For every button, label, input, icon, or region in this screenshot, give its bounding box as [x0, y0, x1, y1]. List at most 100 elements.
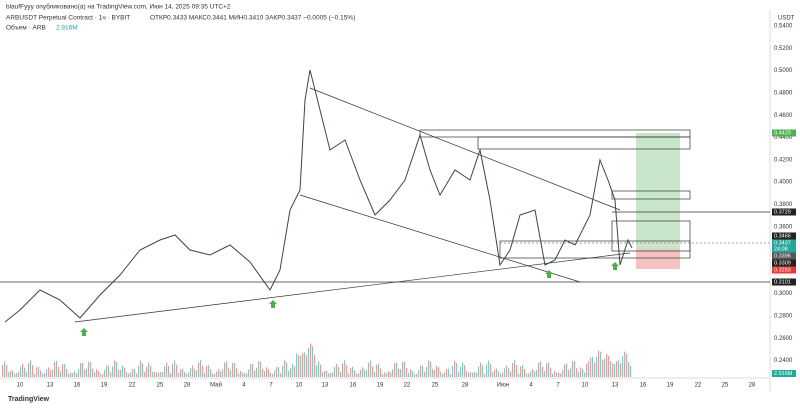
volume-bar — [68, 373, 70, 377]
volume-bar — [380, 368, 382, 377]
volume-bar — [512, 362, 514, 377]
volume-bar — [144, 372, 146, 377]
volume-bar — [554, 370, 556, 377]
volume-bar — [208, 365, 210, 377]
volume-bar — [614, 363, 616, 377]
volume-bar — [424, 371, 426, 377]
volume-bar — [128, 373, 130, 377]
symbol: ARBUSDT Perpetual Contract · 1ч · BYBIT — [6, 15, 130, 22]
date-label: 22 — [695, 383, 702, 389]
date-label: 7 — [556, 383, 560, 389]
price-tag-bg — [772, 232, 796, 240]
price-tag: 24:08 — [774, 246, 788, 252]
date-label: 19 — [667, 383, 674, 389]
volume-bar — [344, 360, 346, 377]
price-label: 0.5000 — [774, 68, 793, 74]
volume-bar — [606, 354, 608, 377]
volume-bar — [310, 343, 312, 377]
volume-bar — [236, 368, 238, 377]
volume-bar — [152, 371, 154, 377]
date-label: 4 — [529, 383, 533, 389]
volume-bar — [382, 373, 384, 377]
volume-bar — [228, 367, 230, 377]
price-tag: 0.3283 — [774, 267, 791, 273]
volume-bar — [516, 365, 518, 377]
price-tag: 0.3729 — [774, 209, 791, 215]
volume-bar — [604, 358, 606, 377]
volume-bar — [506, 365, 508, 377]
volume-bar — [164, 365, 166, 377]
volume-bar — [176, 364, 178, 377]
drawings — [0, 87, 770, 323]
volume-bar — [436, 365, 438, 377]
volume-bar — [558, 372, 560, 377]
volume-bar — [406, 368, 408, 377]
volume-bar — [194, 368, 196, 377]
volume-bar — [104, 369, 106, 377]
volume-bar — [314, 355, 316, 377]
volume-bar — [160, 371, 162, 377]
publisher: blaufFyyy опубликовано(а) на TradingView… — [6, 3, 231, 11]
price-line — [4, 69, 633, 323]
volume-bar — [248, 369, 250, 377]
volume-bar — [476, 372, 478, 377]
volume-bar — [140, 360, 142, 377]
volume-bar — [148, 362, 150, 377]
volume-bar — [254, 370, 256, 377]
volume-bar — [98, 371, 100, 377]
volume-bar — [374, 372, 376, 377]
volume-bar — [214, 373, 216, 377]
price-label: 0.3600 — [774, 224, 793, 230]
volume-bar — [282, 366, 284, 377]
volume-bar — [316, 365, 318, 377]
volume-bar — [200, 360, 202, 377]
volume-bar — [414, 373, 416, 377]
volume-bar — [426, 367, 428, 377]
volume-bar — [34, 373, 36, 377]
volume-bar — [494, 369, 496, 377]
volume-bar — [358, 373, 360, 377]
volume-bar — [504, 368, 506, 377]
volume-bar — [508, 368, 510, 377]
volume-bar — [232, 362, 234, 377]
volume-bar — [264, 371, 266, 377]
volume-bar — [326, 370, 328, 377]
volume-bar — [546, 363, 548, 377]
volume-bar — [368, 362, 370, 377]
price-label: 0.5200 — [774, 46, 793, 52]
volume-bar — [272, 373, 274, 377]
volume-bar — [292, 363, 294, 377]
volume-bar — [10, 370, 12, 377]
volume-bar — [570, 368, 572, 377]
volume-bar — [438, 367, 440, 377]
volume-bar — [450, 373, 452, 377]
volume-bar — [586, 363, 588, 377]
volume-bar — [84, 369, 86, 377]
date-label: Июн — [497, 383, 509, 389]
volume-bar — [418, 370, 420, 377]
price-tag-bg — [772, 245, 796, 253]
volume-bar — [530, 371, 532, 377]
volume-bar — [108, 365, 110, 377]
date-label: Май — [210, 382, 222, 389]
volume-bar — [294, 366, 296, 377]
volume-bar — [46, 369, 48, 377]
volume-bar — [560, 373, 562, 377]
volume-bar — [296, 353, 298, 377]
volume-bar — [136, 373, 138, 377]
volume-bar — [510, 371, 512, 377]
volume-bar — [594, 362, 596, 377]
volume-bar — [56, 360, 58, 377]
volume-bar — [352, 366, 354, 377]
volume-bar — [162, 372, 164, 377]
volume-bar — [578, 371, 580, 377]
volume-bar — [70, 372, 72, 377]
volume-bar — [102, 373, 104, 377]
currency: USDT — [778, 16, 795, 22]
volume-bar — [360, 369, 362, 377]
volume-bar — [330, 373, 332, 377]
volume-bar — [42, 373, 44, 377]
volume-bar — [304, 352, 306, 377]
volume-bar — [386, 373, 388, 377]
price-tag: 0.3466 — [774, 233, 791, 239]
